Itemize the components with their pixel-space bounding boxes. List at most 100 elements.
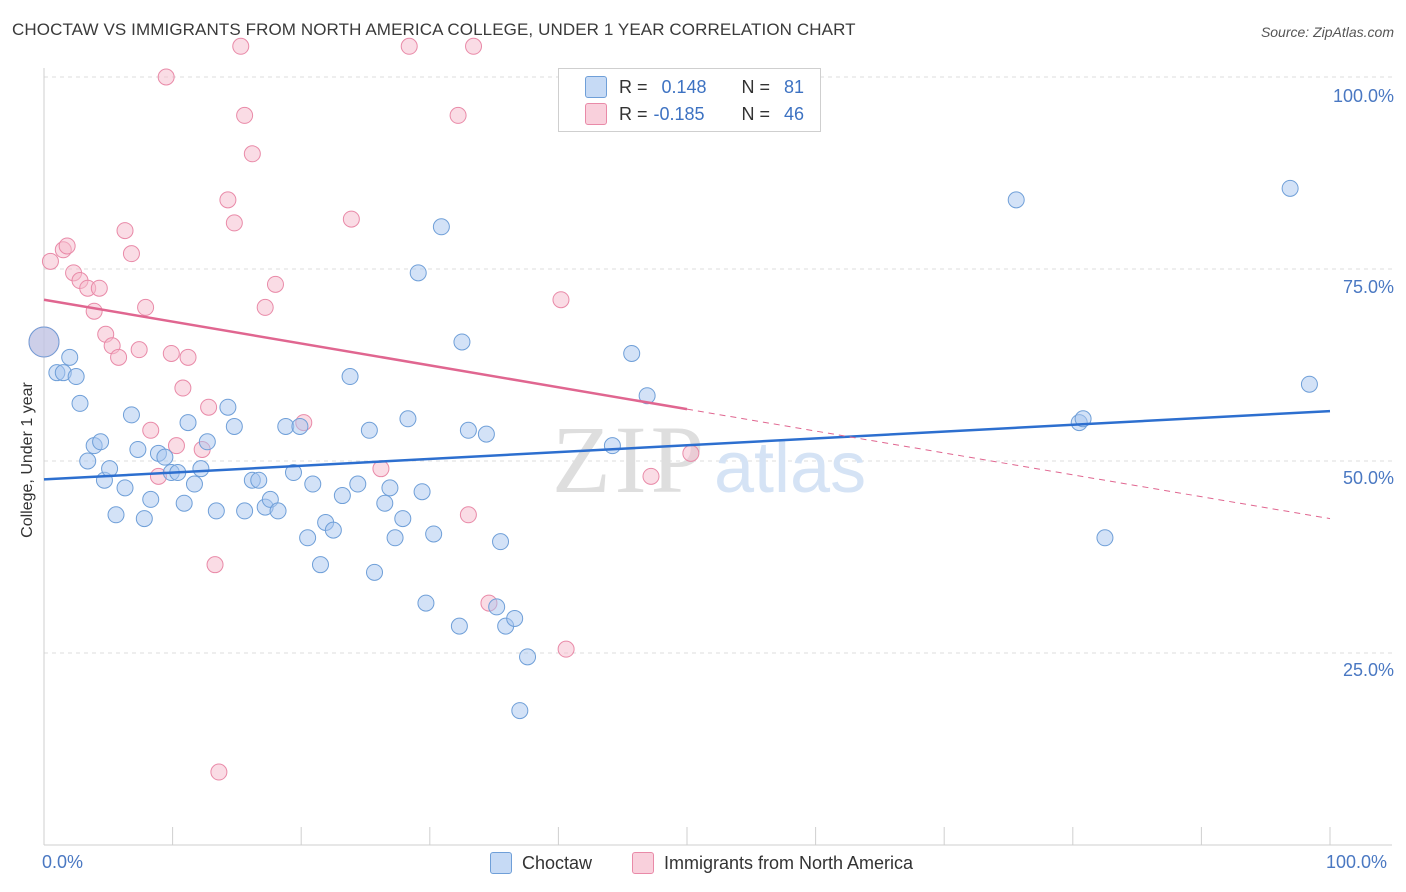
choctaw-point	[122, 406, 140, 424]
choctaw-trend-line	[43, 409, 1331, 481]
immigrants-point	[465, 37, 483, 55]
immigrants-point	[122, 245, 140, 263]
choctaw-point	[450, 617, 468, 635]
choctaw-point	[28, 326, 60, 358]
immigrants-point	[682, 444, 700, 462]
immigrants-point	[642, 467, 660, 485]
trend-lines	[43, 298, 1331, 520]
choctaw-point	[623, 344, 641, 362]
choctaw-point	[453, 333, 471, 351]
choctaw-point	[71, 394, 89, 412]
immigrants-point	[225, 214, 243, 232]
immigrants-trend-line	[43, 298, 688, 411]
legend-swatch-choctaw	[490, 852, 512, 874]
choctaw-point	[142, 490, 160, 508]
immigrants-point	[552, 291, 570, 309]
source-label: Source: ZipAtlas.com	[1260, 24, 1394, 40]
immigrants-trend-line-projection	[686, 408, 1331, 520]
choctaw-point	[381, 479, 399, 497]
legend-n-label: N =	[741, 103, 771, 124]
choctaw-point	[432, 218, 450, 236]
choctaw-point	[207, 502, 225, 520]
choctaw-point	[386, 529, 404, 547]
choctaw-point	[603, 437, 621, 455]
grid-lines	[44, 76, 1392, 654]
choctaw-point	[413, 483, 431, 501]
choctaw-point	[399, 410, 417, 428]
legend-row-choctaw: R = 0.148 N = 81	[585, 75, 804, 99]
legend-n-label: N =	[741, 76, 771, 97]
y-tick-label-100: 100.0%	[1332, 86, 1394, 106]
choctaw-point	[376, 494, 394, 512]
immigrants-point	[236, 106, 254, 124]
choctaw-point	[488, 598, 506, 616]
choctaw-point	[236, 502, 254, 520]
series-legend: Choctaw Immigrants from North America	[0, 852, 1406, 878]
legend-swatch-immigrants	[632, 852, 654, 874]
immigrants-point	[137, 298, 155, 316]
legend-item-immigrants: Immigrants from North America	[632, 852, 913, 874]
choctaw-series	[28, 179, 1318, 720]
immigrants-point	[400, 37, 418, 55]
immigrants-point	[232, 37, 250, 55]
choctaw-point	[129, 440, 147, 458]
legend-r-label: R =	[619, 76, 648, 97]
choctaw-point	[269, 502, 287, 520]
choctaw-point	[394, 510, 412, 528]
choctaw-point	[179, 414, 197, 432]
choctaw-point	[366, 563, 384, 581]
choctaw-point	[175, 494, 193, 512]
choctaw-point	[519, 648, 537, 666]
legend-item-choctaw: Choctaw	[490, 852, 592, 874]
legend-n-value: 46	[784, 103, 805, 124]
choctaw-point	[299, 529, 317, 547]
chart-title: CHOCTAW VS IMMIGRANTS FROM NORTH AMERICA…	[12, 20, 856, 39]
choctaw-point	[459, 421, 477, 439]
choctaw-point	[61, 348, 79, 366]
watermark-zip: ZIP	[552, 406, 708, 513]
choctaw-point	[409, 264, 427, 282]
legend-r-value: -0.185	[653, 103, 705, 124]
choctaw-point	[250, 471, 268, 489]
axes	[43, 68, 1392, 846]
immigrants-point	[266, 275, 284, 293]
choctaw-point	[341, 368, 359, 386]
immigrants-point	[58, 237, 76, 255]
immigrants-point	[210, 763, 228, 781]
choctaw-point	[107, 506, 125, 524]
immigrants-point	[206, 556, 224, 574]
choctaw-point	[219, 398, 237, 416]
immigrants-point	[110, 348, 128, 366]
choctaw-point	[198, 433, 216, 451]
watermark: ZIP atlas	[552, 406, 866, 513]
immigrants-point	[174, 379, 192, 397]
choctaw-point	[67, 368, 85, 386]
immigrants-point	[256, 298, 274, 316]
immigrants-point	[130, 341, 148, 359]
immigrants-point	[372, 460, 390, 478]
immigrants-point	[85, 302, 103, 320]
choctaw-point	[349, 475, 367, 493]
legend-label-choctaw: Choctaw	[522, 852, 593, 873]
choctaw-point	[1281, 179, 1299, 197]
y-tick-label-25: 25.0%	[1342, 660, 1394, 680]
x-tick-label-100: 100.0%	[1326, 852, 1388, 872]
choctaw-point	[284, 464, 302, 482]
choctaw-point	[304, 475, 322, 493]
immigrants-point	[459, 506, 477, 524]
immigrants-point	[243, 145, 261, 163]
legend-label-immigrants: Immigrants from North America	[664, 852, 914, 873]
immigrants-point	[449, 106, 467, 124]
legend-swatch-pink	[585, 103, 607, 125]
choctaw-point	[92, 433, 110, 451]
immigrants-point	[162, 344, 180, 362]
immigrants-point	[157, 68, 175, 86]
choctaw-point	[101, 460, 119, 478]
choctaw-point	[185, 475, 203, 493]
stats-legend: R = 0.148 N = 81 R = -0.185 N = 46	[558, 68, 821, 132]
choctaw-point	[277, 417, 295, 435]
choctaw-point	[492, 533, 510, 551]
immigrants-point	[41, 252, 59, 270]
immigrants-point	[142, 421, 160, 439]
